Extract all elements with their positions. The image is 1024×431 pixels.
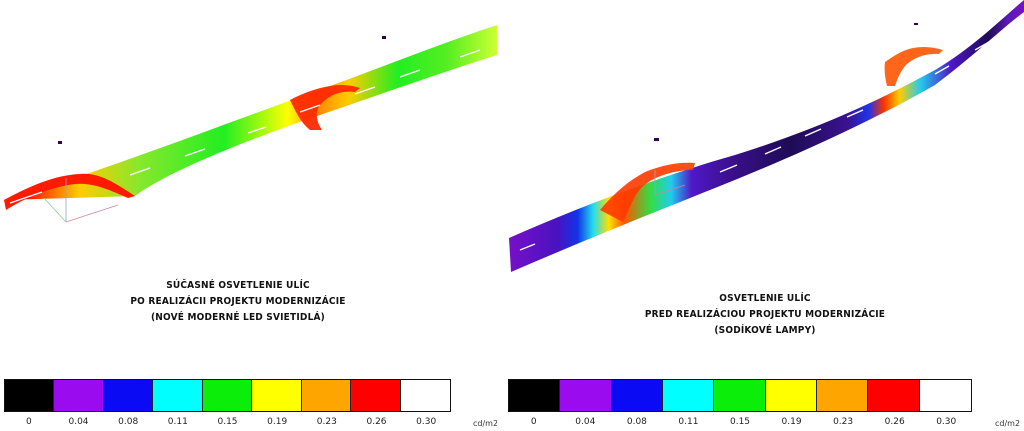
left-caption-line-2: PO REALIZÁCII PROJEKTU MODERNIZÁCIE [130,296,346,307]
left-scale-tick-label: 0.04 [68,417,89,427]
left-lane-markings [9,49,481,204]
right-scale-swatch [765,380,817,411]
right-caption-line-3: (SODÍKOVÉ LAMPY) [714,325,816,336]
right-color-scale [508,379,972,412]
left-scale-unit: cd/m2 [473,419,497,428]
left-scale-swatch [301,380,352,411]
left-color-scale [4,379,451,412]
left-scale-swatch [400,380,450,411]
right-scale-swatch [816,380,869,411]
left-side-street-curve [4,173,135,210]
left-scale-tick-label: 0.08 [118,417,139,427]
street-lamp-marker [58,141,62,144]
street-lamp-marker [914,23,918,25]
right-side-street-curve [600,162,695,222]
left-scale-tick-label: 0.26 [366,417,387,427]
left-scale-swatch [5,380,55,411]
right-scale-tick-label: 0.11 [678,417,699,427]
right-caption: OSVETLENIE ULÍC PRED REALIZÁCIOU PROJEKT… [615,291,915,339]
left-scale-swatch [153,380,203,411]
left-scale-tick-label: 0.30 [416,417,437,427]
right-scale-swatch [919,380,971,411]
left-axes-gizmo [43,178,119,223]
right-scale-unit: cd/m2 [995,419,1021,428]
left-side-street-curve [290,84,360,130]
right-scale-tick-label: 0.30 [936,417,957,427]
right-scale-tick-label: 0.15 [729,417,751,427]
left-luminance-panel: SÚČASNÉ OSVETLENIE ULÍC PO REALIZÁCII PR… [0,0,497,431]
right-scale-tick-label: 0.08 [626,417,647,427]
left-road-luminance-render [4,25,497,223]
right-scale-tick-label: 0 [530,417,537,427]
right-scale-swatch [611,380,663,411]
street-lamp-marker [654,138,659,141]
left-caption-line-3: (NOVÉ MODERNÉ LED SVIETIDLÁ) [151,312,325,323]
right-axes-gizmo [654,170,686,196]
street-lamp-marker [382,36,386,39]
left-scale-tick-label: 0.19 [267,417,288,427]
left-scale-swatch [202,380,253,411]
right-road-luminance-render [509,0,1024,272]
right-scale-tick-label: 0.23 [833,417,854,427]
left-caption-line-1: SÚČASNÉ OSVETLENIE ULÍC [166,280,310,291]
right-road-surface [509,0,1024,272]
right-scale-tick-label: 0.19 [781,417,802,427]
right-caption-line-2: PRED REALIZÁCIOU PROJEKTU MODERNIZÁCIE [644,309,886,320]
left-caption: SÚČASNÉ OSVETLENIE ULÍC PO REALIZÁCII PR… [88,278,388,326]
left-scale-swatch [54,380,104,411]
right-lane-markings [519,41,990,251]
left-scale-swatch [103,380,154,411]
left-scale-tick-label: 0.15 [217,417,238,427]
right-scale-tick-label: 0.26 [884,417,905,427]
right-luminance-panel: OSVETLENIE ULÍC PRED REALIZÁCIOU PROJEKT… [505,0,1024,431]
left-scale-tick-label: 0.23 [316,417,337,427]
right-caption-line-1: OSVETLENIE ULÍC [719,293,811,304]
right-scale-swatch [509,380,561,411]
right-scale-tick-label: 0.04 [575,417,596,427]
right-scale-swatch [868,380,920,411]
right-scale-swatch [560,380,612,411]
left-scale-swatch [252,380,302,411]
right-scale-swatch [714,380,766,411]
left-scale-swatch [351,380,401,411]
left-scale-tick-label: 0.11 [167,417,188,427]
right-scale-swatch [662,380,715,411]
left-scale-tick-label: 0 [25,417,32,427]
left-road-surface [4,25,497,200]
right-side-street-curve [884,46,943,86]
